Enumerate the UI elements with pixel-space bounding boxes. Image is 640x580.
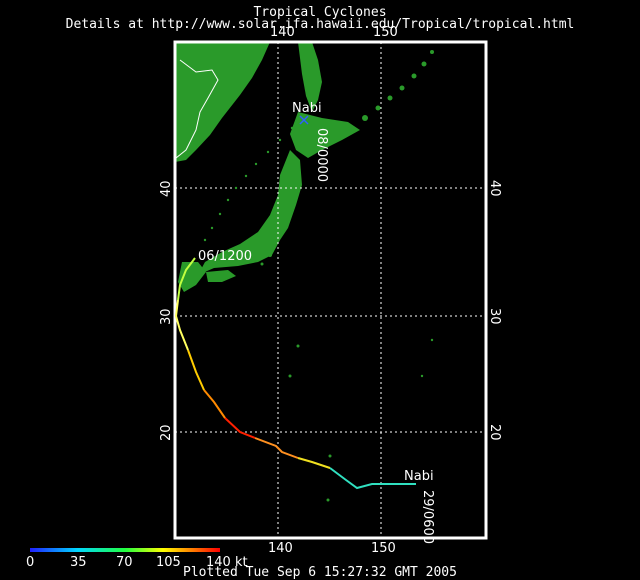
border-line bbox=[175, 59, 219, 159]
lat-label-right-20: 20 bbox=[487, 424, 502, 441]
map-frame bbox=[173, 40, 488, 540]
lon-label-top-140: 140 bbox=[270, 25, 295, 40]
lat-label-left-30: 30 bbox=[159, 308, 174, 325]
honshu-island bbox=[198, 150, 302, 275]
storm-track-extratropical bbox=[203, 116, 304, 242]
lon-label-bottom-140: 140 bbox=[268, 541, 293, 556]
lon-label-top-150: 150 bbox=[373, 25, 398, 40]
lat-label-right-40: 40 bbox=[487, 180, 502, 197]
kyushu-island bbox=[178, 262, 206, 292]
intensity-colorbar bbox=[30, 548, 220, 552]
storm-name-end: Nabi bbox=[292, 101, 322, 116]
lat-label-right-30: 30 bbox=[487, 308, 502, 325]
graticule bbox=[175, 42, 486, 538]
legend-label-105: 105 bbox=[156, 555, 181, 570]
lat-label-left-20: 20 bbox=[159, 424, 174, 441]
small-islands bbox=[260, 253, 434, 502]
lon-label-bottom-150: 150 bbox=[371, 541, 396, 556]
legend-label-70: 70 bbox=[116, 555, 133, 570]
sakhalin-island bbox=[298, 42, 322, 112]
kurile-islands bbox=[362, 50, 434, 121]
storm-track bbox=[174, 257, 416, 490]
shikoku-island bbox=[206, 270, 236, 282]
legend-label-35: 35 bbox=[70, 555, 87, 570]
storm-time-end: 08/0000 bbox=[314, 128, 329, 182]
legend-label-140kt: 140 kt bbox=[206, 555, 248, 570]
map-title: Tropical Cyclones bbox=[253, 5, 387, 20]
plotted-timestamp: Plotted Tue Sep 6 15:27:32 GMT 2005 bbox=[183, 565, 457, 580]
storm-end-marker bbox=[299, 115, 309, 125]
storm-name-start: Nabi bbox=[404, 469, 434, 484]
legend-label-0: 0 bbox=[26, 555, 34, 570]
lat-label-left-40: 40 bbox=[159, 180, 174, 197]
map-subtitle: Details at http://www.solar.ifa.hawaii.e… bbox=[65, 17, 575, 32]
storm-time-start: 29/0600 bbox=[420, 490, 435, 544]
storm-time-mid: 06/1200 bbox=[198, 249, 252, 264]
